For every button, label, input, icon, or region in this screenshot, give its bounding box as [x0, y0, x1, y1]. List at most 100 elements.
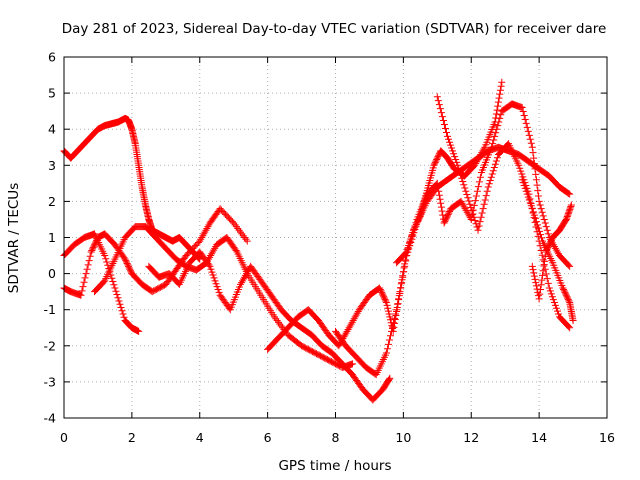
- data-point: [411, 222, 419, 230]
- x-tick-label: 8: [332, 430, 340, 445]
- data-point: [385, 310, 393, 318]
- data-point: [116, 300, 124, 308]
- data-point: [529, 208, 537, 216]
- data-point: [433, 179, 441, 187]
- data-point: [529, 266, 537, 274]
- data-point: [566, 204, 574, 212]
- data-point: [382, 349, 390, 357]
- data-point: [434, 183, 442, 191]
- data-point: [346, 322, 354, 330]
- data-point: [102, 255, 110, 263]
- data-point: [563, 214, 571, 222]
- data-point: [521, 115, 529, 123]
- series-track-g: [332, 143, 574, 379]
- data-point: [88, 246, 96, 254]
- data-point: [243, 237, 251, 245]
- data-point: [530, 272, 538, 280]
- data-point: [87, 248, 95, 256]
- data-point: [519, 179, 527, 187]
- data-point: [84, 261, 92, 269]
- data-point: [479, 205, 487, 213]
- data-point: [82, 270, 90, 278]
- data-point: [212, 280, 220, 288]
- data-point: [545, 241, 553, 249]
- y-tick-label: 4: [48, 122, 56, 137]
- data-point: [543, 245, 551, 253]
- data-point: [240, 275, 248, 283]
- data-point: [457, 171, 465, 179]
- data-point: [435, 187, 443, 195]
- data-point: [384, 340, 392, 348]
- data-point: [560, 287, 568, 295]
- data-point: [541, 257, 549, 265]
- y-tick-label: -2: [44, 338, 56, 353]
- data-point: [542, 248, 550, 256]
- data-point: [442, 215, 450, 223]
- data-point: [244, 268, 252, 276]
- data-point: [81, 274, 89, 282]
- data-point: [524, 193, 532, 201]
- data-point: [108, 274, 116, 282]
- data-point: [532, 279, 540, 287]
- data-point: [203, 224, 211, 232]
- data-point: [528, 143, 536, 151]
- data-point: [400, 268, 408, 276]
- data-point: [209, 271, 217, 279]
- data-point: [456, 168, 464, 176]
- data-point: [465, 212, 473, 220]
- data-point: [445, 209, 453, 217]
- data-point: [270, 313, 278, 321]
- data-point: [452, 156, 460, 164]
- data-point: [559, 284, 567, 292]
- data-point: [404, 245, 412, 253]
- y-tick-label: -3: [44, 374, 56, 389]
- data-point: [542, 270, 550, 278]
- series-track-f: [264, 78, 506, 353]
- data-point: [86, 252, 94, 260]
- data-point: [230, 219, 238, 227]
- data-point: [453, 158, 461, 166]
- data-point: [398, 279, 406, 287]
- data-point: [213, 283, 221, 291]
- data-point: [449, 147, 457, 155]
- data-point: [123, 259, 131, 267]
- data-point: [526, 135, 534, 143]
- x-tick-label: 6: [264, 430, 272, 445]
- data-point: [495, 118, 503, 126]
- data-point: [550, 298, 558, 306]
- data-point: [565, 189, 573, 197]
- data-point: [531, 165, 539, 173]
- data-point: [403, 248, 411, 256]
- data-point: [234, 224, 242, 232]
- data-point: [236, 280, 244, 288]
- data-point: [569, 317, 577, 325]
- data-point: [351, 313, 359, 321]
- data-point: [387, 327, 395, 335]
- data-point: [80, 278, 88, 286]
- data-point: [197, 235, 205, 243]
- data-point: [564, 296, 572, 304]
- data-point: [242, 235, 250, 243]
- data-point: [458, 199, 466, 207]
- data-point: [541, 219, 549, 227]
- data-point: [385, 336, 393, 344]
- data-point: [114, 294, 122, 302]
- y-axis-label: SDTVAR / TECUs: [6, 183, 22, 293]
- data-point: [473, 187, 481, 195]
- data-point: [447, 141, 455, 149]
- data-point: [498, 78, 506, 86]
- data-point: [459, 178, 467, 186]
- data-point: [103, 258, 111, 266]
- data-point: [211, 244, 219, 252]
- data-point: [565, 261, 573, 269]
- data-point: [446, 138, 454, 146]
- data-point: [484, 183, 492, 191]
- data-point: [532, 218, 540, 226]
- data-point: [547, 236, 555, 244]
- data-point: [435, 191, 443, 199]
- data-point: [434, 153, 442, 161]
- data-point: [431, 160, 439, 168]
- x-tick-label: 12: [463, 430, 479, 445]
- data-point: [443, 212, 451, 220]
